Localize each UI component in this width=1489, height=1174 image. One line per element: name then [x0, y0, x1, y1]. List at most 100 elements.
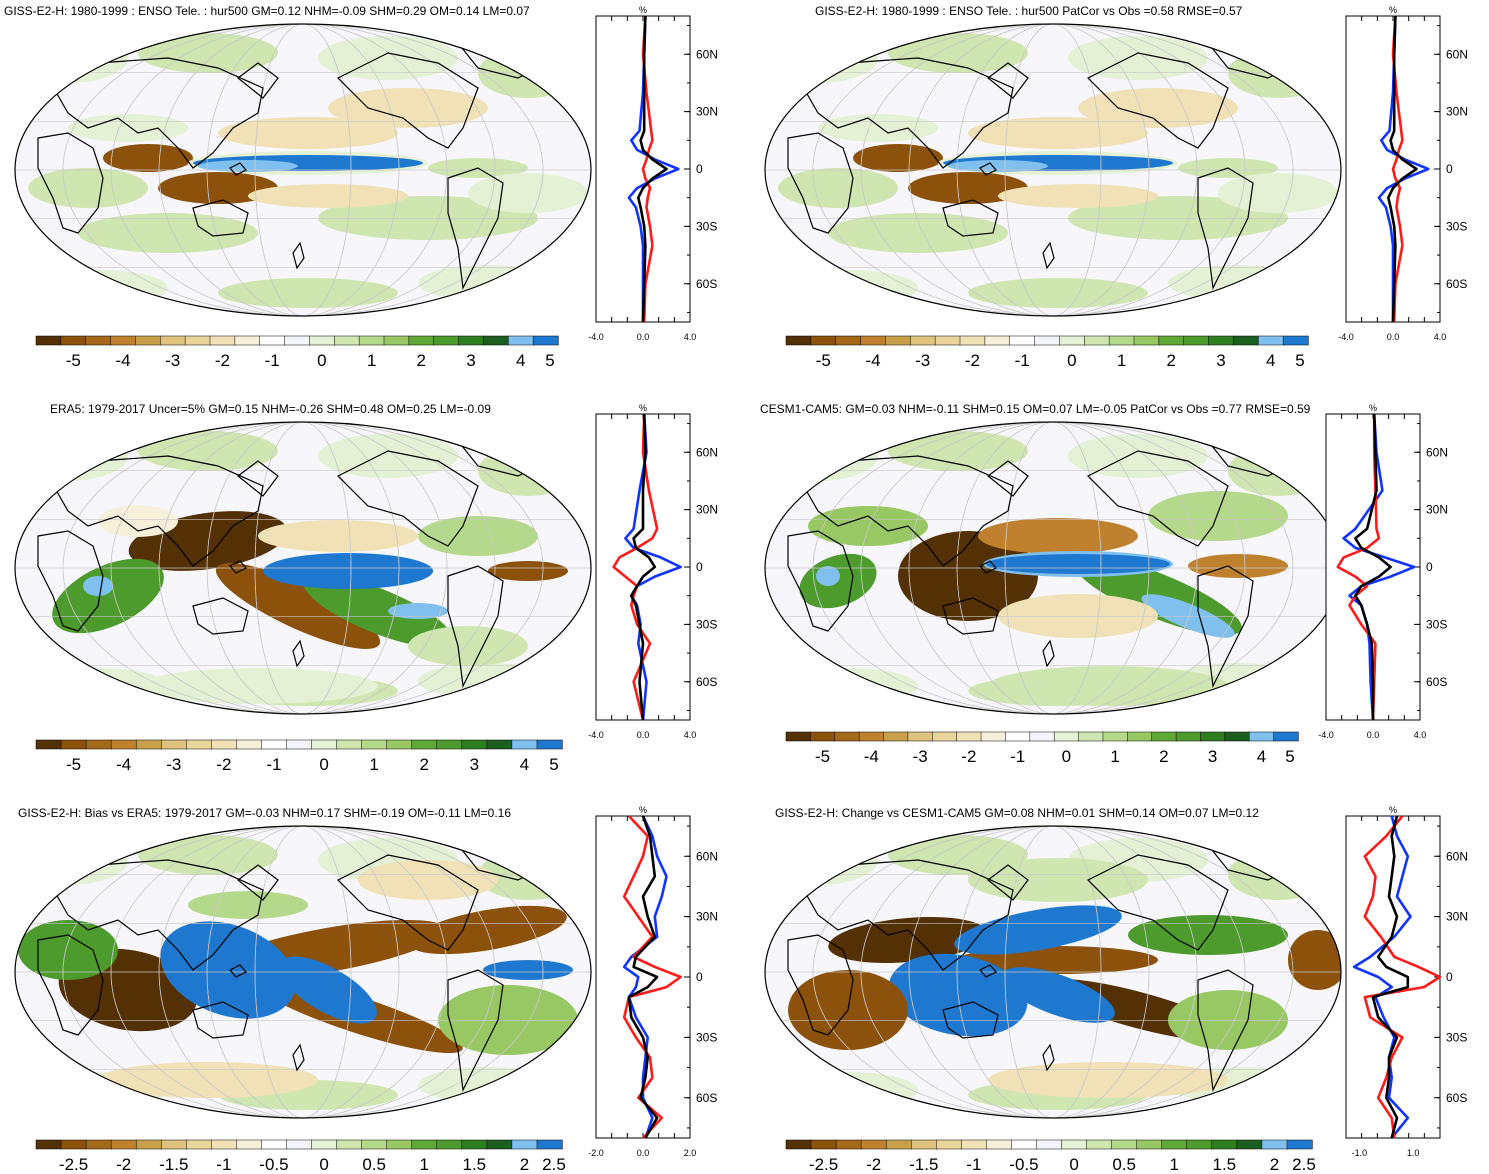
colorbar-swatch: [35, 739, 62, 750]
x-tick-label: 2.0: [684, 1148, 697, 1158]
y-tick-label: 30S: [1446, 219, 1467, 233]
colorbar-swatch: [135, 335, 161, 346]
map-outline: [764, 23, 1342, 317]
meridian-line: [812, 826, 1294, 1118]
colorbar-label: -2: [866, 1155, 881, 1174]
colorbar-label: 0: [1062, 747, 1071, 766]
colorbar-label: 0: [319, 755, 328, 774]
field-blob: [1068, 36, 1208, 80]
colorbar-swatch: [160, 1139, 187, 1150]
panel-2-title: GISS-E2-H: 1980-1999 : ENSO Tele. : hur5…: [815, 4, 1243, 18]
field-blob: [948, 160, 1048, 172]
field-blob: [1218, 173, 1338, 213]
colorbar-swatch: [1034, 335, 1061, 346]
coastlines: [37, 37, 550, 291]
colorbar-label: 2: [417, 351, 426, 370]
panel-1-title: GISS-E2-H: 1980-1999 : ENSO Tele. : hur5…: [4, 4, 530, 18]
map-panel-6: [764, 825, 1342, 1119]
map-panel-2: [764, 23, 1342, 317]
colorbar-label: -0.5: [259, 1155, 288, 1174]
coastline: [192, 1001, 249, 1039]
field-blob: [138, 668, 378, 704]
colorbar-label: 3: [1216, 351, 1225, 370]
field-blob: [418, 663, 558, 699]
field-blob: [1168, 990, 1288, 1050]
graticule: [765, 24, 1341, 316]
coastline: [787, 934, 854, 1036]
field-blob: [968, 278, 1148, 308]
zonal-profile-4: 60N 30N 0 30S 60S% -4.0 0.0 4.0: [1318, 403, 1448, 740]
coastline: [229, 162, 247, 176]
y-tick-label: 0: [696, 970, 703, 984]
x-tick-label: 1.0: [1407, 1148, 1420, 1158]
meridian-line: [254, 826, 352, 1118]
colorbar-swatch: [184, 335, 211, 346]
colorbar-swatch: [1059, 335, 1085, 346]
colorbar-5: -2.5 -2 -1.5 -1 -0.5 0 0.5 1 1.5 2 2.5: [35, 1139, 566, 1174]
colorbar-label: -1: [265, 351, 280, 370]
field-blob: [318, 434, 458, 478]
meridian-line: [908, 422, 1198, 714]
colorbar-swatch: [386, 739, 413, 750]
colorbar-swatch: [1005, 731, 1031, 742]
field-blob: [388, 603, 448, 619]
coastline: [447, 565, 504, 689]
meridian-line: [62, 826, 544, 1118]
colorbar-1: -5 -4 -3 -2 -1 0 1 2 3 4 5: [35, 335, 559, 370]
field-blob: [68, 114, 188, 142]
coastline: [1042, 639, 1055, 668]
map-panel-1: [14, 23, 592, 317]
profile-series-black: [629, 413, 657, 721]
field-blob: [418, 265, 558, 301]
field-blob: [83, 576, 113, 596]
field-blob: [160, 921, 296, 1019]
colorbar-label: -5: [815, 747, 830, 766]
coastline: [797, 859, 1014, 971]
colorbar-swatch: [934, 335, 961, 346]
colorbar-label: -1.5: [159, 1155, 188, 1174]
colorbar-swatch: [186, 739, 212, 750]
y-tick-label: 60S: [696, 1091, 717, 1105]
colorbar-swatch: [1151, 731, 1177, 742]
colorbar-label: 2.5: [1292, 1155, 1316, 1174]
coastline: [336, 854, 479, 951]
meridian-line: [254, 422, 352, 714]
zonal-profile-5: 60N 30N 0 30S 60S% -2.0 0.0 2.0: [588, 805, 718, 1158]
meridian-line: [158, 24, 448, 316]
field-blob: [998, 184, 1158, 208]
colorbar-swatch: [383, 335, 410, 346]
coastline: [1086, 52, 1229, 149]
field-blob: [103, 144, 193, 172]
colorbar-swatch: [483, 335, 509, 346]
colorbar-swatch: [536, 1139, 563, 1150]
profile-unit-label: %: [1389, 5, 1397, 15]
field-blob: [78, 213, 258, 253]
colorbar-swatch: [1111, 1139, 1138, 1150]
field-blob: [853, 144, 943, 172]
colorbar-swatch: [961, 1139, 988, 1150]
colorbar-label: 0.5: [1112, 1155, 1136, 1174]
field-blob: [816, 566, 840, 586]
field-blob: [318, 36, 458, 80]
profile-unit-label: %: [1369, 403, 1377, 413]
field-blob: [1001, 967, 1115, 1023]
colorbar-swatch: [110, 335, 137, 346]
field-blob: [218, 278, 398, 308]
colorbar-label: -5: [66, 351, 81, 370]
colorbar-swatch: [309, 335, 335, 346]
colorbar-swatch: [536, 739, 563, 750]
y-tick-label: 30N: [696, 910, 718, 924]
field-blob: [1068, 196, 1288, 240]
colorbar-label: 5: [1295, 351, 1304, 370]
x-tick-label: -4.0: [588, 332, 604, 342]
colorbar-label: 3: [466, 351, 475, 370]
field-blob: [215, 563, 381, 649]
graticule: [765, 826, 1341, 1118]
colorbar-label: 5: [545, 351, 554, 370]
colorbar-swatch: [1186, 1139, 1213, 1150]
colorbar-label: 1: [367, 351, 376, 370]
colorbar-label: 4: [516, 351, 525, 370]
profile-series-black: [627, 815, 659, 1139]
meridian-line: [206, 826, 400, 1118]
y-tick-label: 30N: [1446, 910, 1468, 924]
